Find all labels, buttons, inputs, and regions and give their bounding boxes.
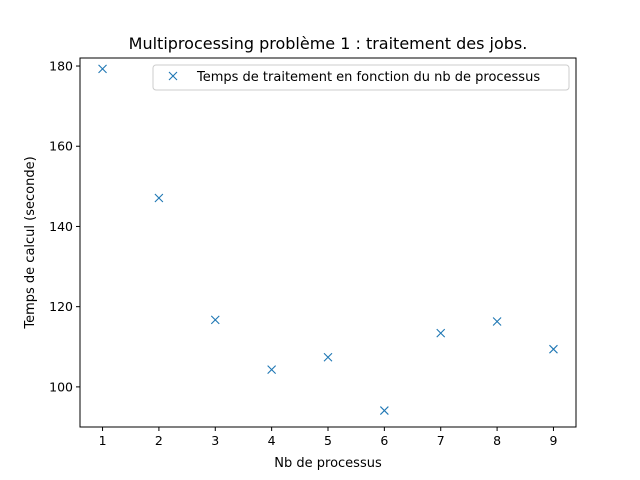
legend-box [152,64,570,91]
y-tick-label: 180 [49,59,73,74]
data-point [210,315,220,325]
x-tick-label: 6 [380,433,388,448]
legend: Temps de traitement en fonction du nb de… [152,64,570,91]
y-tick-label: 140 [49,219,73,234]
x-tick-label: 7 [437,433,445,448]
x-tick-label: 8 [493,433,501,448]
x-axis: 1 2 3 4 5 6 7 8 9 [99,427,557,448]
data-series [98,64,558,415]
y-axis-label: Temps de calcul (seconde) [23,156,38,329]
y-axis: 100 120 140 160 180 [49,59,80,394]
data-point [267,365,277,375]
legend-entry-label: Temps de traitement en fonction du nb de… [196,70,540,85]
data-point [436,328,446,338]
data-point [379,406,389,415]
x-tick-label: 1 [99,433,107,448]
data-point [492,317,502,326]
y-tick-label: 100 [49,379,73,394]
data-point [549,344,558,354]
chart-title: Multiprocessing problème 1 : traitement … [129,34,528,53]
y-tick-label: 120 [49,299,73,314]
x-axis-label: Nb de processus [274,456,382,471]
x-tick-label: 4 [268,433,276,448]
data-point [323,352,333,362]
x-tick-label: 2 [155,433,163,448]
y-tick-label: 160 [49,139,73,154]
data-point [98,64,107,74]
legend-marker-x [168,71,178,81]
x-tick-label: 3 [211,433,219,448]
x-tick-label: 9 [549,433,557,448]
x-tick-label: 5 [324,433,332,448]
legend-marker-icon [168,71,178,81]
data-point [154,193,164,203]
